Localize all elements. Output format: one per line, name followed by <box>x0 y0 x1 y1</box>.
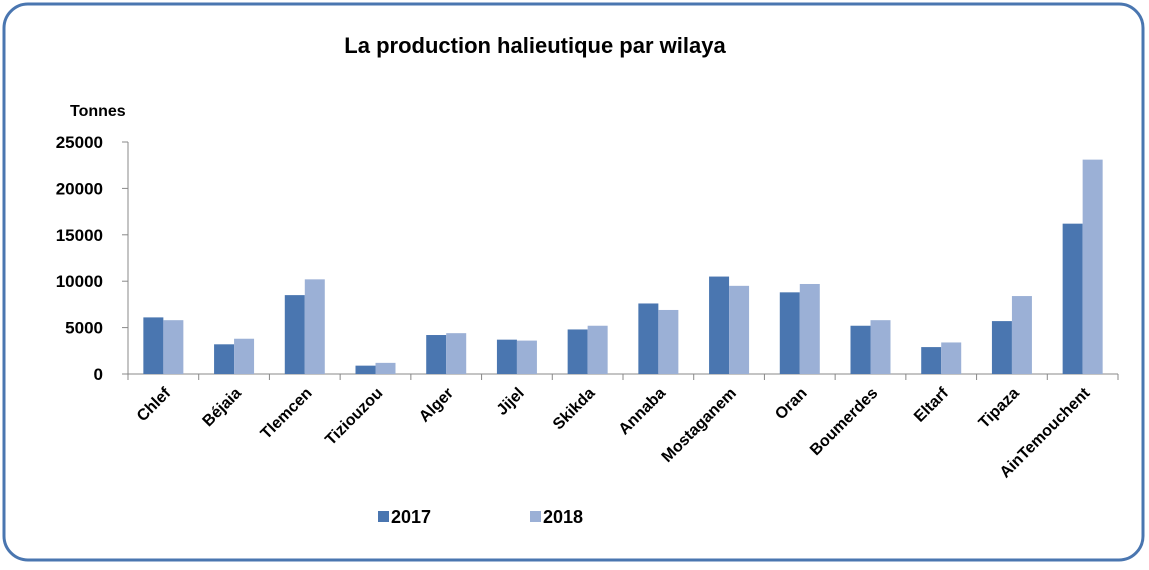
bar <box>850 325 871 374</box>
bar <box>567 329 588 374</box>
bar <box>991 321 1012 374</box>
bar <box>1062 223 1083 374</box>
bar <box>941 342 962 374</box>
y-tick-label: 25000 <box>56 133 103 152</box>
bar <box>799 283 820 374</box>
y-tick-label: 5000 <box>65 319 103 338</box>
bar <box>921 347 942 374</box>
bar <box>426 335 447 374</box>
legend-swatch <box>530 511 541 522</box>
frame <box>2 2 1145 562</box>
bar <box>375 362 396 374</box>
bar <box>779 292 800 374</box>
bar <box>729 285 750 374</box>
bar <box>234 338 255 374</box>
bar <box>1082 159 1103 374</box>
bar <box>163 320 184 374</box>
legend-label: 2017 <box>391 507 431 527</box>
bar <box>304 279 325 374</box>
bar <box>658 309 679 374</box>
bar <box>143 317 164 374</box>
y-tick-label: 20000 <box>56 179 103 198</box>
bar <box>709 276 730 374</box>
bar <box>496 339 517 374</box>
bar <box>355 365 376 374</box>
y-tick-label: 10000 <box>56 272 103 291</box>
y-tick-label: 0 <box>94 365 103 384</box>
bar <box>587 325 608 374</box>
bar <box>446 333 467 374</box>
bar <box>284 295 305 374</box>
legend-label: 2018 <box>543 507 583 527</box>
legend-swatch <box>378 511 389 522</box>
bar <box>214 344 235 374</box>
chart-title: La production halieutique par wilaya <box>344 33 726 58</box>
y-axis-label: Tonnes <box>70 103 126 120</box>
y-tick-label: 15000 <box>56 226 103 245</box>
bar <box>638 303 659 374</box>
bar <box>516 340 537 374</box>
bar <box>1011 296 1032 374</box>
bar <box>870 320 891 374</box>
